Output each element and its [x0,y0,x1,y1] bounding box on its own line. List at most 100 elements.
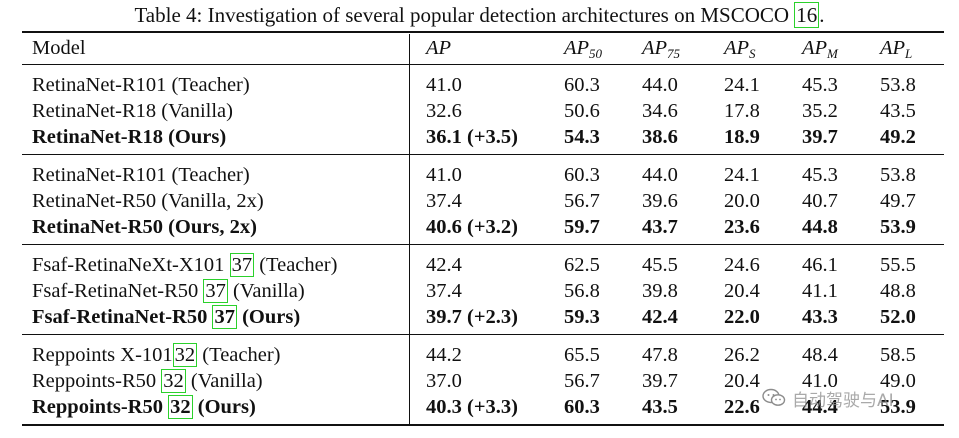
apl-value: 58.5 [880,344,916,366]
ap75-value: 44.0 [642,74,678,96]
apm-value: 35.2 [802,100,838,122]
apl-value: 53.8 [880,164,916,186]
ap50-value: 54.3 [564,126,600,148]
table-row: RetinaNet-R101 (Teacher) 41.0 60.3 44.0 … [0,162,959,188]
ap75-value: 38.6 [642,126,678,148]
aps-value: 20.4 [724,370,760,392]
ap-value: 42.4 [426,254,462,276]
model-name: Fsaf-RetinaNet-R50 37 (Ours) [32,305,301,329]
ap50-value: 50.6 [564,100,600,122]
citation-link[interactable]: 37 [229,253,255,277]
ap50-value: 56.8 [564,280,600,302]
ap-value: 41.0 [426,74,462,96]
apl-value: 55.5 [880,254,916,276]
model-name: RetinaNet-R18 (Ours) [32,126,227,148]
model-name: Fsaf-RetinaNeXt-X101 37 (Teacher) [32,253,338,277]
apm-value: 46.1 [802,254,838,276]
model-name: RetinaNet-R101 (Teacher) [32,74,250,96]
model-name: Fsaf-RetinaNet-R50 37 (Vanilla) [32,279,305,303]
table-row: Fsaf-RetinaNet-R50 37 (Ours) 39.7 (+2.3)… [0,304,959,330]
ap-value: 39.7 (+2.3) [426,306,518,328]
table-row: RetinaNet-R50 (Ours, 2x) 40.6 (+3.2) 59.… [0,214,959,240]
aps-value: 22.0 [724,306,760,328]
apl-value: 49.0 [880,370,916,392]
ap-value: 40.3 (+3.3) [426,396,518,418]
ap-value: 37.0 [426,370,462,392]
citation-link[interactable]: 32 [168,395,193,419]
model-name: Reppoints X-10132 (Teacher) [32,343,281,367]
header-rule [22,64,944,65]
citation-link[interactable]: 32 [161,369,186,393]
model-name: Reppoints-R50 32 (Vanilla) [32,369,263,393]
ap50-value: 60.3 [564,396,600,418]
table-row: Reppoints X-10132 (Teacher) 44.2 65.5 47… [0,342,959,368]
ap-value: 37.4 [426,280,462,302]
header-row: Model AP AP50 AP75 APS APM APL [0,35,959,61]
apm-value: 41.0 [802,370,838,392]
apl-value: 53.9 [880,216,916,238]
ap50-value: 60.3 [564,74,600,96]
aps-value: 26.2 [724,344,760,366]
apm-value: 40.7 [802,190,838,212]
group-rule-3 [22,334,944,335]
aps-value: 24.1 [724,74,760,96]
table-row: Fsaf-RetinaNeXt-X101 37 (Teacher) 42.4 6… [0,252,959,278]
ap75-value: 39.6 [642,190,678,212]
apm-value: 45.3 [802,164,838,186]
ap75-value: 34.6 [642,100,678,122]
aps-value: 23.6 [724,216,760,238]
aps-value: 22.6 [724,396,760,418]
apm-value: 39.7 [802,126,838,148]
ap-value: 40.6 (+3.2) [426,216,518,238]
aps-value: 18.9 [724,126,760,148]
wechat-icon [762,388,786,406]
citation-link[interactable]: 32 [172,343,198,367]
ap75-value: 47.8 [642,344,678,366]
apl-value: 43.5 [880,100,916,122]
apl-value: 48.8 [880,280,916,302]
aps-value: 24.6 [724,254,760,276]
apl-value: 53.8 [880,74,916,96]
ap75-value: 43.7 [642,216,678,238]
watermark-text: 自动驾驶与AI [792,390,894,411]
ap50-value: 56.7 [564,190,600,212]
aps-value: 20.4 [724,280,760,302]
ap-value: 37.4 [426,190,462,212]
table-caption: Table 4: Investigation of several popula… [0,2,959,28]
apm-value: 45.3 [802,74,838,96]
aps-value: 24.1 [724,164,760,186]
apm-value: 43.3 [802,306,838,328]
header-apm: APM [802,37,838,61]
apm-value: 44.4 [802,396,838,418]
bottom-rule [22,424,944,426]
top-rule [22,31,944,33]
citation-link[interactable]: 16 [794,2,820,28]
citation-link[interactable]: 37 [212,305,237,329]
table-row: Reppoints-R50 32 (Vanilla) 37.0 56.7 39.… [0,368,959,394]
group-rule-1 [22,154,944,155]
header-apl: APL [880,37,913,61]
ap50-value: 62.5 [564,254,600,276]
ap-value: 41.0 [426,164,462,186]
apl-value: 53.9 [880,396,916,418]
aps-value: 20.0 [724,190,760,212]
apl-value: 52.0 [880,306,916,328]
group-rule-2 [22,244,944,245]
apl-value: 49.7 [880,190,916,212]
ap50-value: 59.3 [564,306,600,328]
header-ap: AP [426,37,452,59]
model-name: RetinaNet-R101 (Teacher) [32,164,250,186]
watermark: 自动驾驶与AI [762,384,894,412]
table-row: RetinaNet-R18 (Vanilla) 32.6 50.6 34.6 1… [0,98,959,124]
model-name: Reppoints-R50 32 (Ours) [32,395,256,419]
model-name: RetinaNet-R50 (Vanilla, 2x) [32,190,264,212]
ap75-value: 43.5 [642,396,678,418]
header-aps: APS [724,37,756,61]
ap50-value: 56.7 [564,370,600,392]
table-row: Reppoints-R50 32 (Ours) 40.3 (+3.3) 60.3… [0,394,959,420]
apl-value: 49.2 [880,126,916,148]
ap-value: 44.2 [426,344,462,366]
ap75-value: 44.0 [642,164,678,186]
table-row: RetinaNet-R101 (Teacher) 41.0 60.3 44.0 … [0,72,959,98]
citation-link[interactable]: 37 [203,279,228,303]
